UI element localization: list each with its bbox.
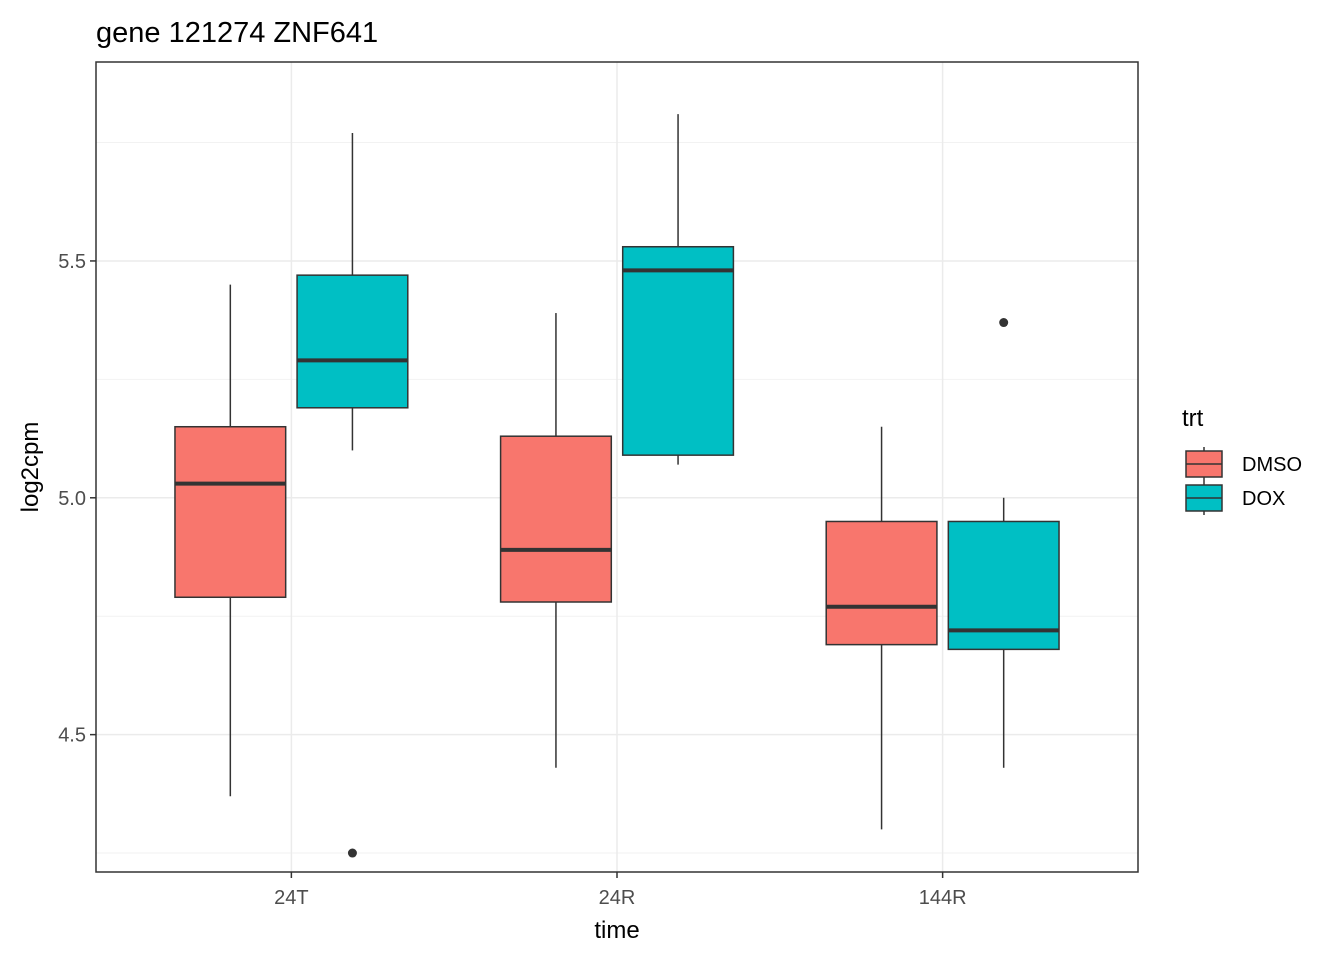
y-tick-label: 4.5 [58,725,86,747]
box-iqr [825,520,938,646]
y-tick-label: 5.0 [58,488,86,510]
legend-title: trt [1182,405,1204,432]
box-dmso-24t [174,284,287,797]
box-iqr [174,425,287,599]
box-dmso-144r [825,426,938,830]
legend-item-dmso: DMSO [1185,447,1302,481]
x-axis: 24T 24R 144R [274,872,967,909]
boxes [174,114,1060,858]
legend-label: DMSO [1242,454,1302,476]
box-iqr [621,245,735,456]
outlier-point [347,848,357,858]
chart-title: gene 121274 ZNF641 [96,17,378,49]
box-iqr [947,520,1060,651]
box-iqr [296,274,409,409]
x-tick-label: 24R [599,887,636,909]
y-axis-title: log2cpm [17,422,44,513]
legend-item-dox: DOX [1185,481,1285,515]
outlier-point [999,318,1009,328]
box-dox-24t [296,133,409,858]
box-dox-24r [621,114,735,465]
box-dox-144r [947,318,1060,768]
legend: trt DMSO DOX [1182,405,1302,515]
box-iqr [499,435,613,603]
x-tick-label: 144R [919,887,967,909]
x-tick-label: 24T [274,887,308,909]
legend-label: DOX [1242,488,1285,510]
x-axis-title: time [594,917,639,944]
y-axis: 4.5 5.0 5.5 [58,251,96,747]
box-dmso-24r [499,313,613,768]
y-tick-label: 5.5 [58,251,86,273]
